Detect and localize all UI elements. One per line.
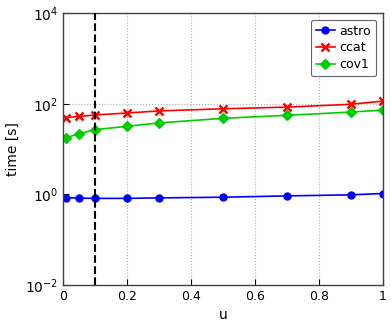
ccat xyxy=(93,113,98,117)
cov1 xyxy=(93,128,98,132)
astro xyxy=(64,196,69,200)
cov1 xyxy=(125,124,129,128)
Legend: astro, ccat, cov1: astro, ccat, cov1 xyxy=(311,20,376,76)
cov1 xyxy=(348,110,353,114)
astro xyxy=(348,193,353,197)
astro xyxy=(156,196,161,200)
astro xyxy=(284,194,289,198)
cov1 xyxy=(220,116,225,120)
ccat xyxy=(380,99,385,103)
astro xyxy=(220,195,225,199)
astro xyxy=(125,196,129,200)
cov1 xyxy=(156,121,161,125)
ccat xyxy=(125,111,129,115)
ccat xyxy=(156,109,161,113)
Line: astro: astro xyxy=(63,190,386,202)
cov1 xyxy=(284,113,289,117)
Y-axis label: time [s]: time [s] xyxy=(5,122,20,176)
ccat xyxy=(220,107,225,111)
ccat xyxy=(284,105,289,109)
ccat xyxy=(348,102,353,106)
X-axis label: u: u xyxy=(218,308,227,322)
astro xyxy=(380,192,385,195)
astro xyxy=(77,196,82,200)
ccat xyxy=(64,115,69,119)
astro xyxy=(93,196,98,200)
cov1 xyxy=(77,132,82,136)
Line: ccat: ccat xyxy=(62,97,387,122)
cov1 xyxy=(64,136,69,140)
Line: cov1: cov1 xyxy=(63,107,386,141)
ccat xyxy=(77,114,82,118)
cov1 xyxy=(380,108,385,112)
